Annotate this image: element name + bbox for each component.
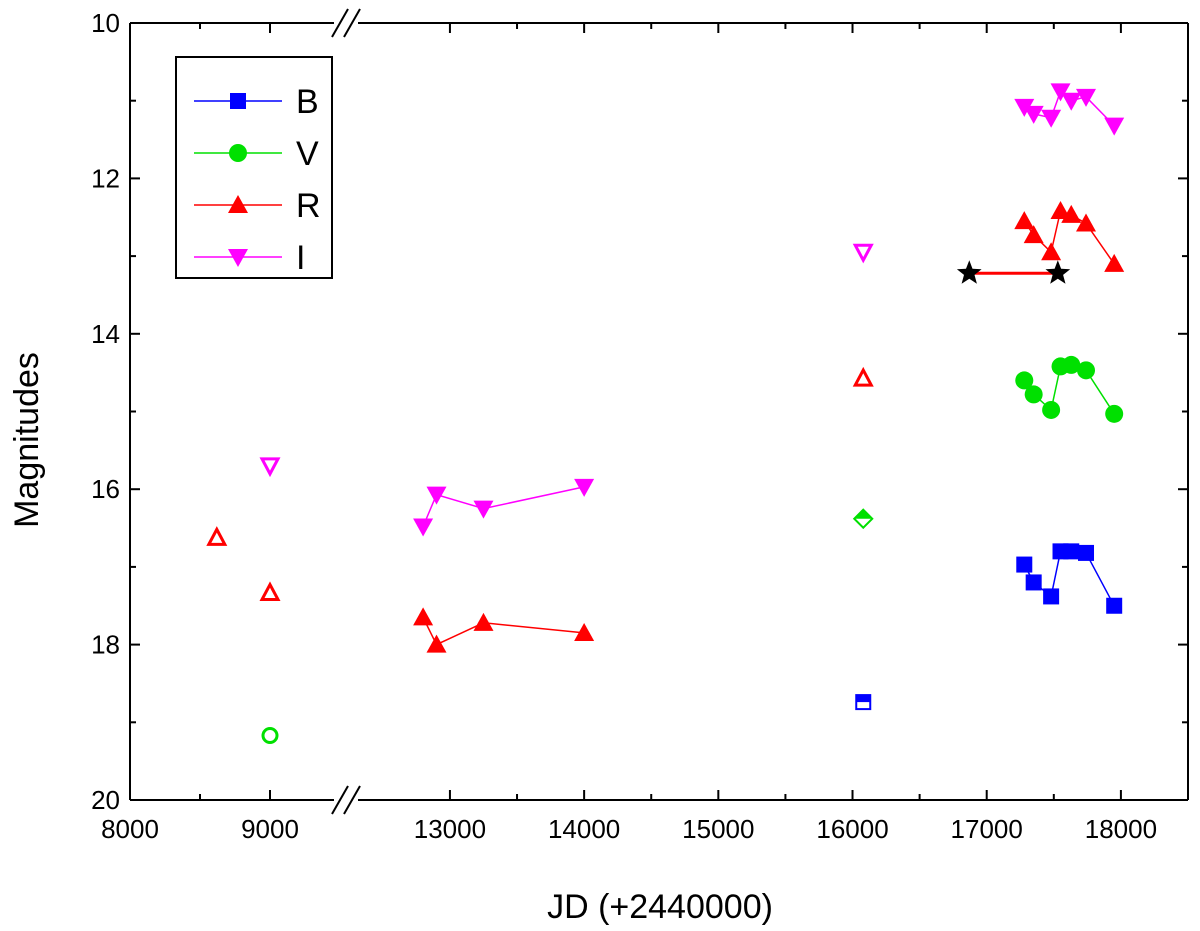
series-v-limits-point <box>261 727 279 745</box>
x-tick-label: 15000 <box>682 814 754 844</box>
series-v-point <box>1077 361 1096 380</box>
series-b-half-point-fill <box>856 695 871 703</box>
y-tick-label: 10 <box>91 8 120 38</box>
series-r-point <box>1050 201 1071 220</box>
y-tick-label: 16 <box>91 474 120 504</box>
x-tick-label: 9000 <box>241 814 299 844</box>
series-r-point <box>1041 242 1062 261</box>
plot-frame <box>129 8 1189 815</box>
series-r-2000-2004-point <box>426 634 447 653</box>
legend-marker-i <box>228 249 248 267</box>
series-v-point <box>1024 385 1043 404</box>
y-axis-label: Magnitudes <box>8 352 46 528</box>
series-i-point <box>1014 98 1035 117</box>
legend-marker-b <box>230 93 246 109</box>
series-b-point <box>1043 588 1060 605</box>
series-markers <box>206 83 1125 745</box>
x-axis-label: JD (+2440000) <box>547 888 773 926</box>
bottom-axis-break-mark <box>331 785 349 815</box>
series-r-point <box>1014 211 1035 230</box>
x-tick-label: 17000 <box>951 814 1023 844</box>
series-v-half-point-fill <box>854 509 873 519</box>
series-i-point <box>1061 92 1082 111</box>
x-tick-label: 8000 <box>101 814 159 844</box>
series-stars-point <box>1045 260 1071 284</box>
series-b-point <box>1063 543 1080 560</box>
legend-label-b: B <box>296 83 319 121</box>
series-b-point <box>1016 556 1033 573</box>
series-b-point <box>1025 574 1042 591</box>
series-v-point <box>1015 371 1034 390</box>
series-b-point <box>1078 544 1095 561</box>
series-i-point <box>1041 109 1062 128</box>
series-r-point <box>1061 204 1082 223</box>
series-b-half-point <box>855 694 872 711</box>
series-v-half-point <box>852 508 874 530</box>
series-i-point <box>1104 117 1125 136</box>
x-tick-label: 18000 <box>1085 814 1157 844</box>
y-tick-label: 18 <box>91 630 120 660</box>
series-i-2000-2004-point <box>413 518 434 537</box>
x-tick-label: 16000 <box>816 814 888 844</box>
legend-marker-r <box>228 195 248 213</box>
series-v-point <box>1042 400 1061 419</box>
y-tick-label: 14 <box>91 319 120 349</box>
legend-label-r: R <box>296 187 321 225</box>
x-tick-label: 14000 <box>548 814 620 844</box>
top-axis-break-mark <box>331 8 349 38</box>
x-tick-label: 13000 <box>414 814 486 844</box>
y-tick-label: 20 <box>91 785 120 815</box>
series-v-point <box>1105 404 1124 423</box>
y-tick-label: 12 <box>91 163 120 193</box>
series-i-point <box>1023 105 1044 124</box>
series-i-limits-point <box>259 457 281 478</box>
series-lines <box>422 90 1115 646</box>
series-r-point <box>1076 213 1097 232</box>
series-r-limits-point <box>206 526 228 546</box>
series-i-2000-2004-point <box>574 478 595 497</box>
series-r-2000-2004-point <box>473 612 494 631</box>
series-r-limits-point <box>259 581 281 602</box>
series-i-2000-2004-point <box>426 486 447 505</box>
bottom-axis-break-mark <box>343 785 361 815</box>
series-stars-point <box>956 260 982 284</box>
top-axis-break-mark <box>343 8 361 38</box>
series-i-limits-point <box>852 243 874 264</box>
legend-marker-v <box>229 144 247 162</box>
series-i-2000-2004-line <box>422 486 585 527</box>
series-r-limits-point <box>852 366 874 387</box>
legend-label-i: I <box>296 239 305 277</box>
series-i-2000-2004-point <box>473 500 494 519</box>
series-r-point <box>1023 225 1044 244</box>
series-v-point <box>1062 355 1081 374</box>
series-r-point <box>1104 253 1125 272</box>
legend-box <box>175 56 333 279</box>
series-i-point <box>1050 83 1071 102</box>
series-r-2000-2004-line <box>422 617 585 646</box>
legend-label-v: V <box>296 135 319 173</box>
series-i-point <box>1076 88 1097 107</box>
series-r-2000-2004-point <box>413 607 434 626</box>
series-b-point <box>1106 597 1123 614</box>
series-r-2000-2004-point <box>574 622 595 641</box>
